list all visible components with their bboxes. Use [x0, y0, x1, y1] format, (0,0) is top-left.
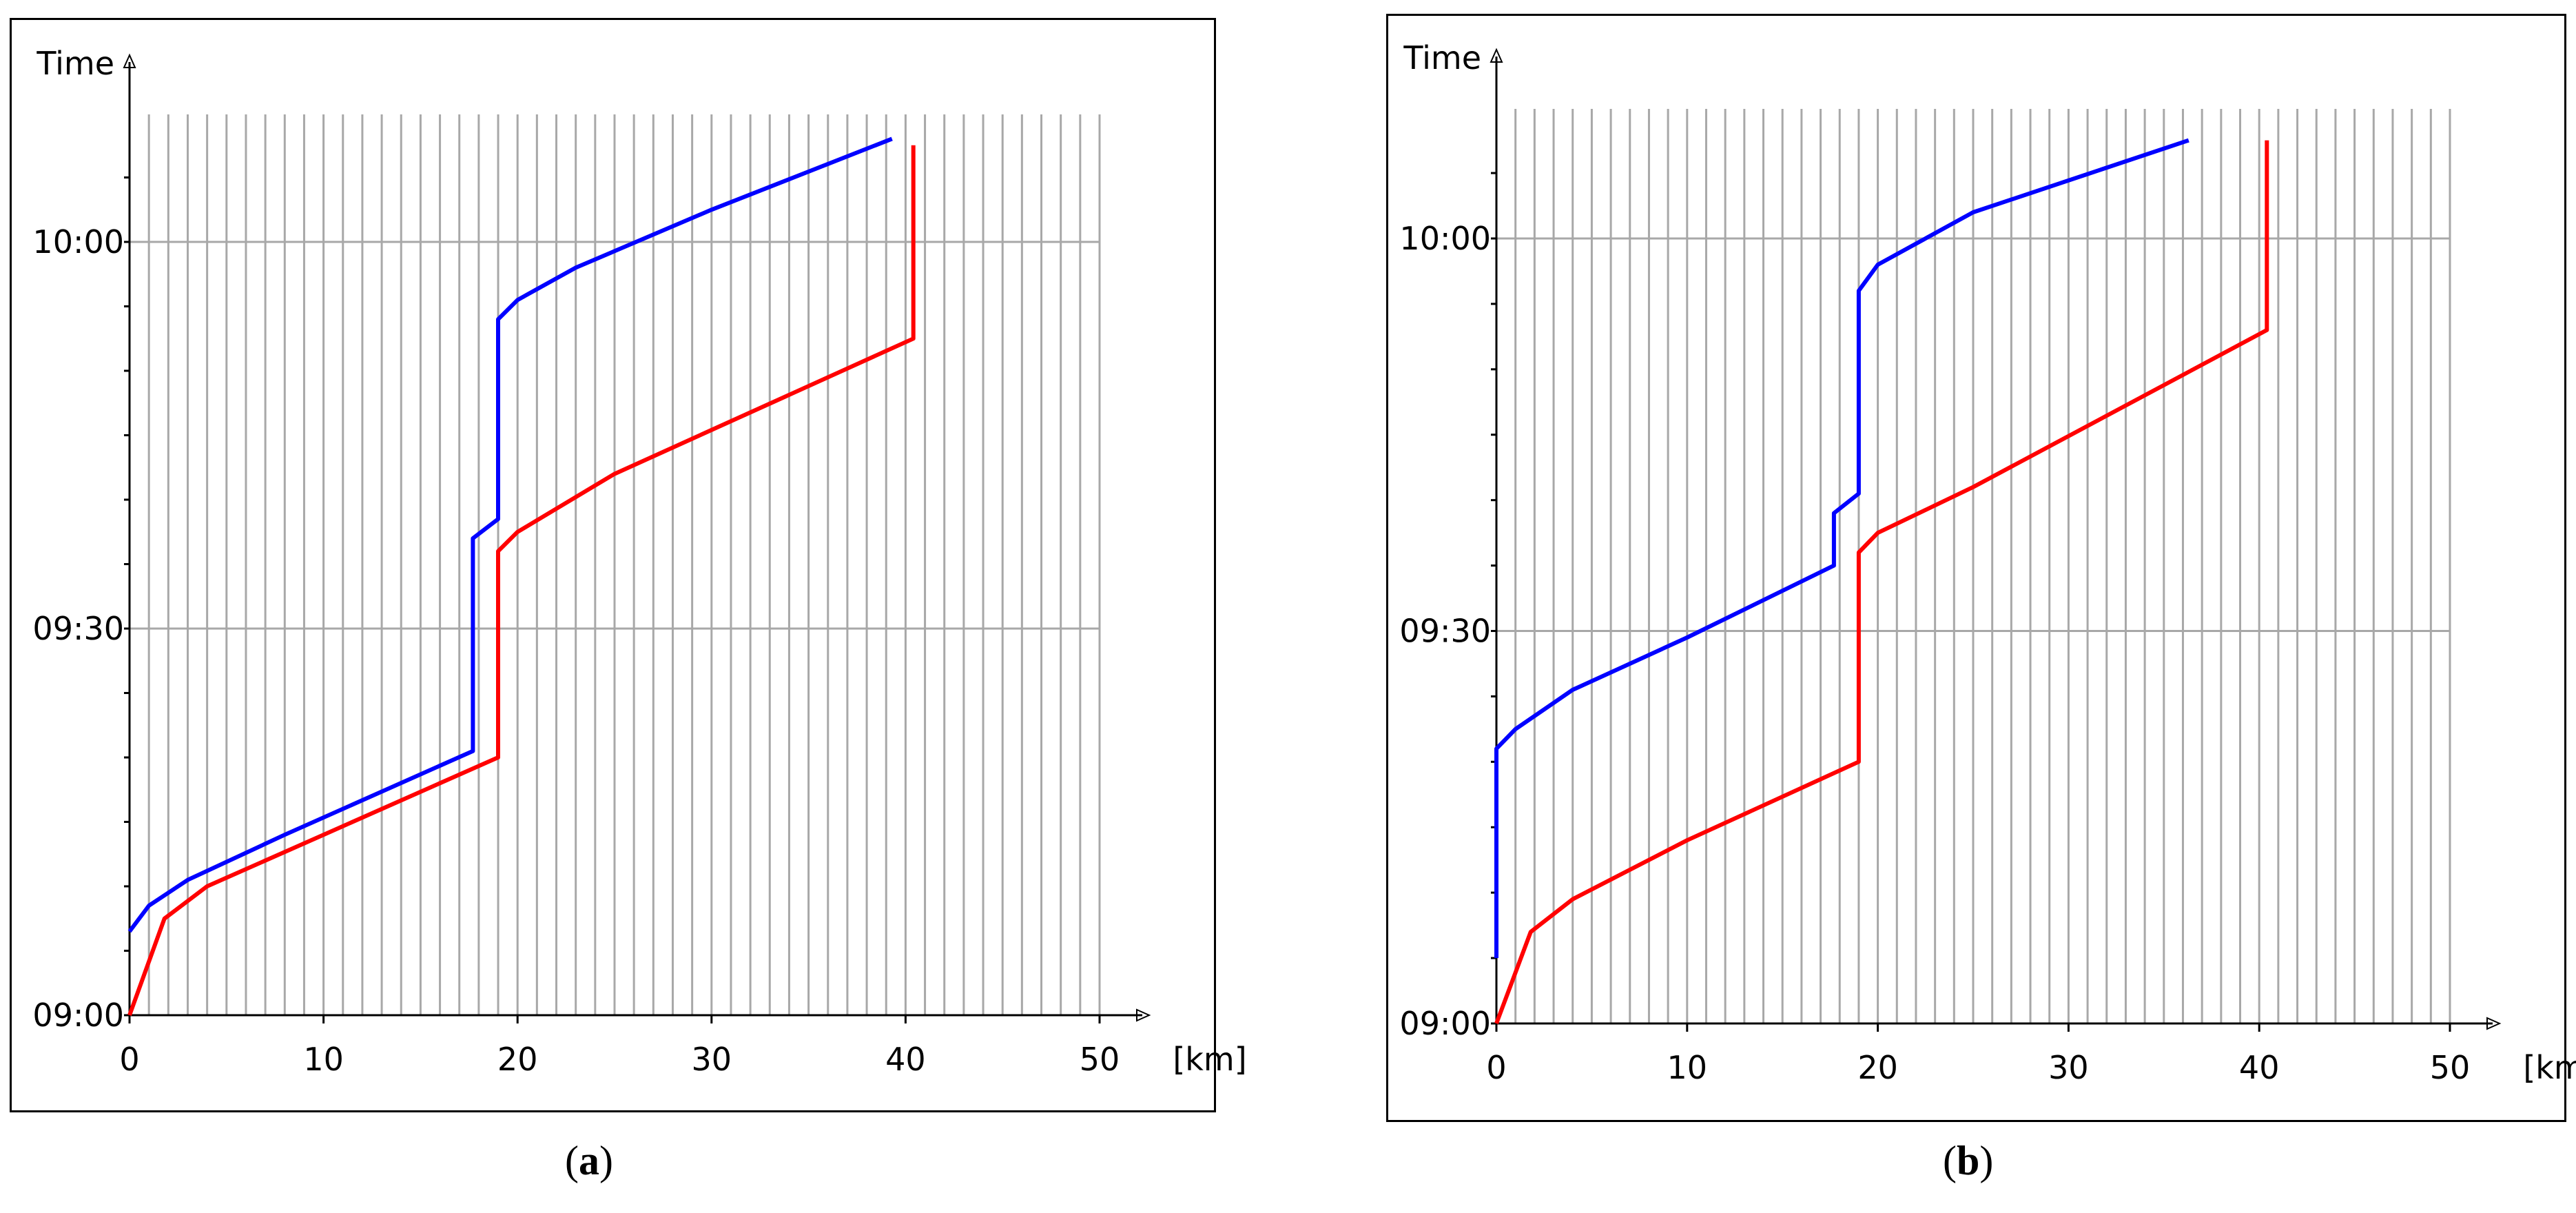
chart-b-x-axis-arrow: [2486, 1017, 2502, 1030]
caption-a: (a): [565, 1138, 613, 1183]
chart-b-x-tick-label: 30: [2048, 1049, 2089, 1086]
chart-a-y-tick-label: 09:00: [32, 997, 124, 1034]
chart-b-x-tick-label: 50: [2430, 1049, 2471, 1086]
caption-b: (b): [1943, 1138, 1994, 1183]
chart-a-x-tick-label: 40: [885, 1041, 926, 1078]
chart-a-series-0-line: [127, 136, 893, 933]
chart-b-y-axis-arrow: [1490, 48, 1503, 63]
chart-a-x-axis-arrow: [1136, 1008, 1151, 1022]
chart-a-series-1-line: [127, 145, 916, 1017]
chart-b-x-axis-title: [km]: [2523, 1049, 2576, 1086]
chart-a-x-tick-label: 30: [692, 1041, 732, 1078]
chart-a-x-axis-title: [km]: [1173, 1041, 1246, 1078]
chart-panel-a: [10, 18, 1216, 1112]
chart-a-x-tick-label: 0: [119, 1041, 139, 1078]
chart-b-x-tick-label: 40: [2239, 1049, 2280, 1086]
chart-b-x-tick-label: 10: [1667, 1049, 1708, 1086]
chart-a-x-tick-label: 50: [1080, 1041, 1120, 1078]
chart-b-y-tick-label: 10:00: [1399, 220, 1491, 257]
chart-b-series-0-line: [1494, 138, 2189, 959]
chart-panel-b: [1386, 14, 2566, 1122]
chart-b-y-axis-title: Time: [1403, 39, 1481, 77]
chart-b-series-1-line: [1494, 140, 2269, 1025]
caption-b-label: b: [1956, 1138, 1980, 1183]
caption-a-label: a: [578, 1138, 599, 1183]
chart-b-y-tick-label: 09:30: [1399, 613, 1491, 650]
chart-b-x-tick-label: 20: [1857, 1049, 1898, 1086]
chart-a-x-tick-label: 20: [497, 1041, 538, 1078]
chart-a-x-tick-label: 10: [303, 1041, 344, 1078]
chart-a-y-axis-arrow: [123, 53, 136, 68]
chart-b-x-tick-label: 0: [1486, 1049, 1506, 1086]
chart-a-y-axis-title: Time: [36, 45, 114, 82]
chart-a-y-tick-label: 09:30: [32, 610, 124, 647]
chart-b-y-tick-label: 09:00: [1399, 1005, 1491, 1042]
chart-a-y-tick-label: 10:00: [32, 223, 124, 261]
